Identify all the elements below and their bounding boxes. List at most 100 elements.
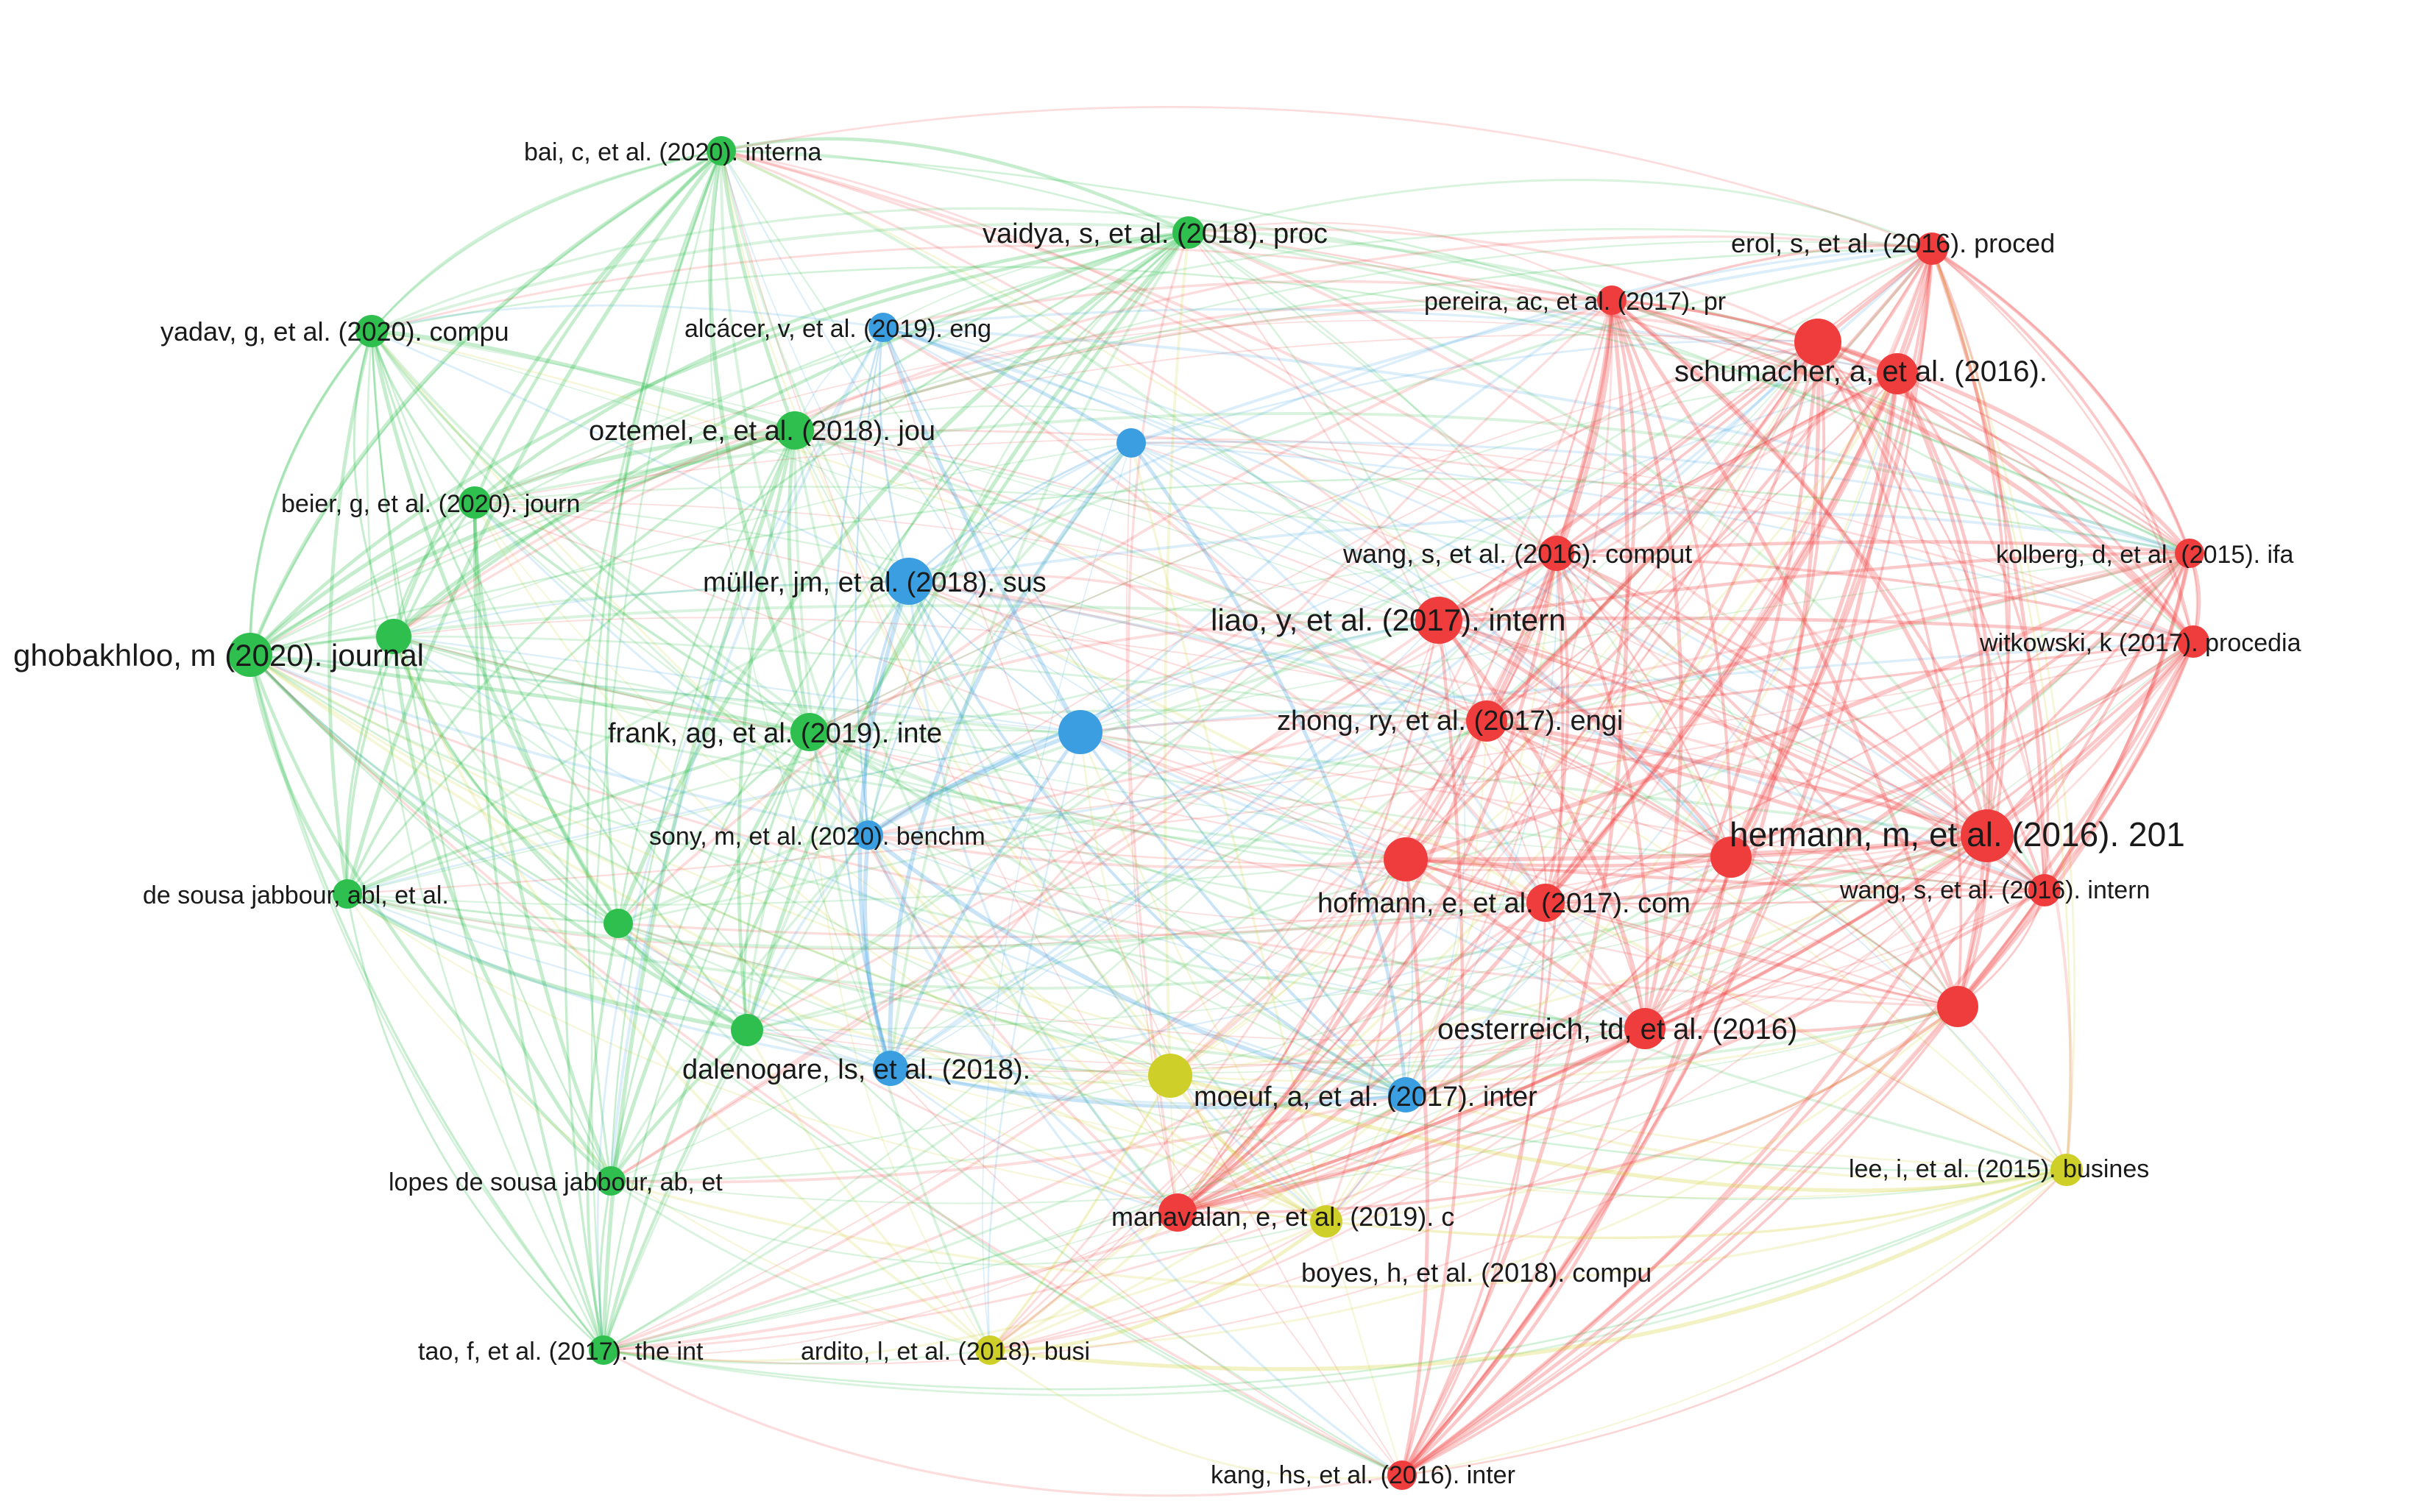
citation-edge [1730, 341, 1826, 858]
citation-edge [370, 330, 869, 837]
citation-edge [989, 1349, 1403, 1480]
citation-edge [474, 486, 1557, 555]
node-schumacher[interactable] [1877, 353, 1918, 394]
citation-edge [907, 581, 1406, 1096]
citation-edge [1486, 640, 2194, 723]
citation-edge [721, 149, 2067, 1171]
citation-edge [746, 834, 870, 1031]
citation-edge [370, 330, 810, 734]
citation-edge [793, 430, 991, 1351]
node-wangi[interactable] [2028, 874, 2061, 906]
citation-edge [472, 502, 620, 925]
citation-edge [1080, 731, 1958, 1008]
citation-edge [371, 330, 1487, 722]
citation-edge [392, 501, 476, 637]
citation-edge [908, 573, 1487, 723]
citation-edge [868, 834, 1988, 872]
citation-edge [609, 232, 1189, 1182]
node-kolberg[interactable] [2175, 539, 2204, 568]
citation-edge [603, 1027, 1646, 1352]
citation-edge [1405, 902, 1547, 1096]
citation-edge [854, 327, 885, 836]
citation-edge [908, 581, 1646, 1029]
citation-edge [617, 619, 1440, 925]
node-dalenogare[interactable] [873, 1051, 908, 1086]
node-witkowski[interactable] [2177, 625, 2209, 658]
citation-edge [809, 553, 1557, 733]
citation-edge [746, 720, 1487, 1032]
citation-edge [1644, 835, 1988, 1030]
node-moeuf[interactable] [1388, 1077, 1423, 1112]
node-oesterreich[interactable] [1624, 1008, 1666, 1049]
citation-edge [1544, 553, 1570, 904]
node-manavalan[interactable] [1158, 1193, 1197, 1232]
citation-edge [1401, 248, 1933, 1477]
node-oztemel[interactable] [776, 411, 814, 450]
citation-edge [809, 731, 1958, 1008]
citation-edge [890, 1067, 1178, 1214]
citation-edge [809, 731, 1646, 1030]
node-hermann[interactable] [1961, 809, 2014, 862]
citation-edge [1930, 248, 2071, 1171]
node-redB[interactable] [1384, 837, 1428, 881]
citation-edge [1897, 372, 2195, 642]
node-blueA[interactable] [1116, 428, 1146, 458]
citation-edge [1080, 731, 1646, 1030]
citation-edge [371, 329, 796, 433]
node-yadav[interactable] [355, 315, 388, 347]
citation-edge [347, 731, 1081, 895]
node-greenA[interactable] [376, 619, 411, 654]
node-bai[interactable] [707, 136, 736, 166]
citation-edge [746, 890, 2045, 1065]
citation-edge [249, 230, 1189, 656]
node-ardito[interactable] [975, 1335, 1005, 1365]
citation-edge [474, 319, 1898, 503]
citation-edge [392, 297, 1613, 638]
citation-edge [1438, 248, 1933, 621]
node-yelA[interactable] [1148, 1054, 1192, 1098]
node-lee[interactable] [2050, 1154, 2083, 1186]
node-wangc[interactable] [1539, 536, 1574, 571]
citation-edge [1079, 731, 1328, 1222]
node-vaidya[interactable] [1172, 216, 1205, 249]
citation-edge [1438, 619, 1988, 837]
node-muller[interactable] [885, 558, 932, 605]
node-desousa[interactable] [333, 879, 362, 909]
node-liao[interactable] [1415, 597, 1462, 644]
node-greenB[interactable] [604, 909, 633, 938]
node-erol[interactable] [1916, 233, 1948, 265]
node-zhong[interactable] [1466, 700, 1507, 742]
citation-edge [474, 502, 1732, 858]
citation-edge [794, 299, 1613, 431]
node-ghobakhloo[interactable] [228, 633, 272, 677]
node-pereira[interactable] [1597, 285, 1627, 315]
citation-edge [794, 430, 910, 582]
node-greenC[interactable] [731, 1014, 763, 1046]
label-muller: müller, jm, et al. (2018). sus [703, 567, 1047, 598]
edge-layer [248, 106, 2201, 1497]
node-alcacer[interactable] [868, 313, 898, 342]
node-kang[interactable] [1387, 1460, 1417, 1490]
node-tao[interactable] [589, 1335, 618, 1365]
node-lopes[interactable] [596, 1166, 626, 1196]
citation-edge [989, 1093, 1407, 1352]
node-boyes[interactable] [1310, 1205, 1342, 1238]
node-sony[interactable] [854, 820, 883, 850]
node-redC[interactable] [1710, 837, 1752, 878]
citation-edge [808, 441, 1132, 733]
node-frank[interactable] [790, 713, 829, 751]
citation-edge [1176, 248, 1933, 1214]
citation-edge [347, 553, 2190, 895]
node-blueB[interactable] [1058, 710, 1102, 754]
citation-edge [721, 150, 1406, 1096]
node-hofmann[interactable] [1526, 884, 1565, 922]
node-redD[interactable] [1937, 986, 1978, 1027]
citation-edge [708, 150, 812, 733]
citation-edge [1169, 1074, 1327, 1224]
node-beier[interactable] [459, 486, 491, 519]
citation-edge [1611, 299, 1819, 344]
label-witkowski: witkowski, k (2017). procedia [1979, 629, 2301, 657]
citation-edge [610, 1168, 2067, 1289]
node-redA[interactable] [1794, 319, 1841, 366]
citation-edge [908, 511, 2190, 583]
